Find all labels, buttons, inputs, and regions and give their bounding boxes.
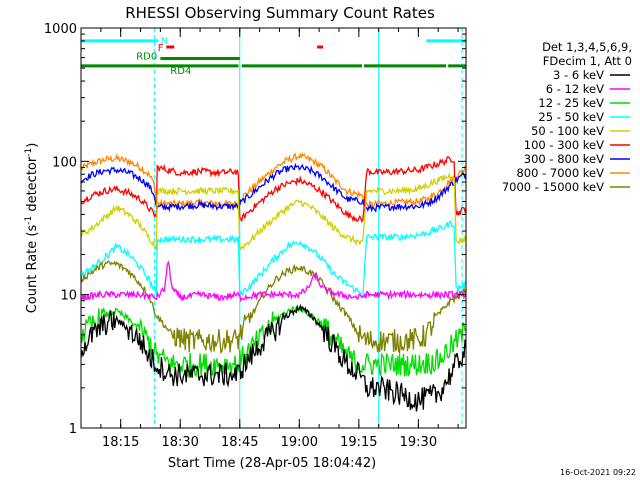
series-line-2: [80, 156, 467, 224]
series-line-4: [80, 219, 467, 299]
legend-label-7: 800 - 7000 keV: [516, 166, 604, 180]
legend-label-2: 12 - 25 keV: [538, 96, 604, 110]
x-tick-label-3: 19:00: [281, 435, 318, 450]
legend-label-5: 100 - 300 keV: [524, 138, 604, 152]
flag-label-rd4: RD4: [170, 66, 191, 77]
legend-header-0: Det 1,3,4,5,6,9,: [542, 40, 632, 54]
legend-label-8: 7000 - 15000 keV: [502, 180, 604, 194]
series-line-7: [80, 305, 467, 379]
y-tick-label-0: 1: [69, 422, 77, 437]
x-tick-label-1: 18:30: [161, 435, 198, 450]
flag-label-f: F: [158, 43, 164, 54]
series-line-6: [80, 260, 467, 303]
x-tick-label-0: 18:15: [102, 435, 139, 450]
axes: 1 10 100 1000 18:15 18:30 18:45 19:00 19:15 19:30: [44, 22, 467, 450]
x-tick-label-2: 18:45: [221, 435, 258, 450]
y-axis-label: Count Rate (s-1 detector-1): [24, 143, 40, 314]
x-axis-label: Start Time (28-Apr-05 18:04:42): [168, 456, 376, 471]
series-line-3: [80, 172, 467, 252]
legend-label-3: 25 - 50 keV: [538, 110, 604, 124]
flag-label-n: N: [161, 36, 168, 47]
y-label-mid: detector: [25, 156, 40, 216]
y-label-main: Count Rate (s: [25, 225, 40, 314]
legend-label-0: 3 - 6 keV: [553, 68, 604, 82]
series-line-5: [80, 260, 467, 355]
x-tick-label-5: 19:30: [400, 435, 437, 450]
y-label-sup1: -1: [24, 216, 34, 225]
y-tick-label-2: 100: [52, 155, 77, 170]
x-tick-label-4: 19:15: [340, 435, 377, 450]
flag-label-rd0: RD0: [136, 52, 157, 63]
legend-label-4: 50 - 100 keV: [531, 124, 604, 138]
legend: Det 1,3,4,5,6,9,FDecim 1, Att 03 - 6 keV…: [502, 40, 632, 194]
date-stamp: 16-Oct-2021 09:22: [560, 468, 636, 477]
chart-title: RHESSI Observing Summary Count Rates: [125, 4, 435, 22]
y-tick-label-3: 1000: [44, 22, 77, 37]
legend-label-6: 300 - 800 keV: [524, 152, 604, 166]
legend-label-1: 6 - 12 keV: [546, 82, 604, 96]
y-label-sup2: -1: [24, 148, 34, 157]
series-line-0: [80, 152, 467, 211]
series-line-1: [80, 162, 467, 213]
plot-frame: [80, 27, 467, 429]
y-tick-label-1: 10: [60, 289, 77, 304]
series-line-8: [80, 303, 467, 412]
legend-header-1: FDecim 1, Att 0: [543, 54, 632, 68]
y-label-end: ): [25, 143, 40, 148]
